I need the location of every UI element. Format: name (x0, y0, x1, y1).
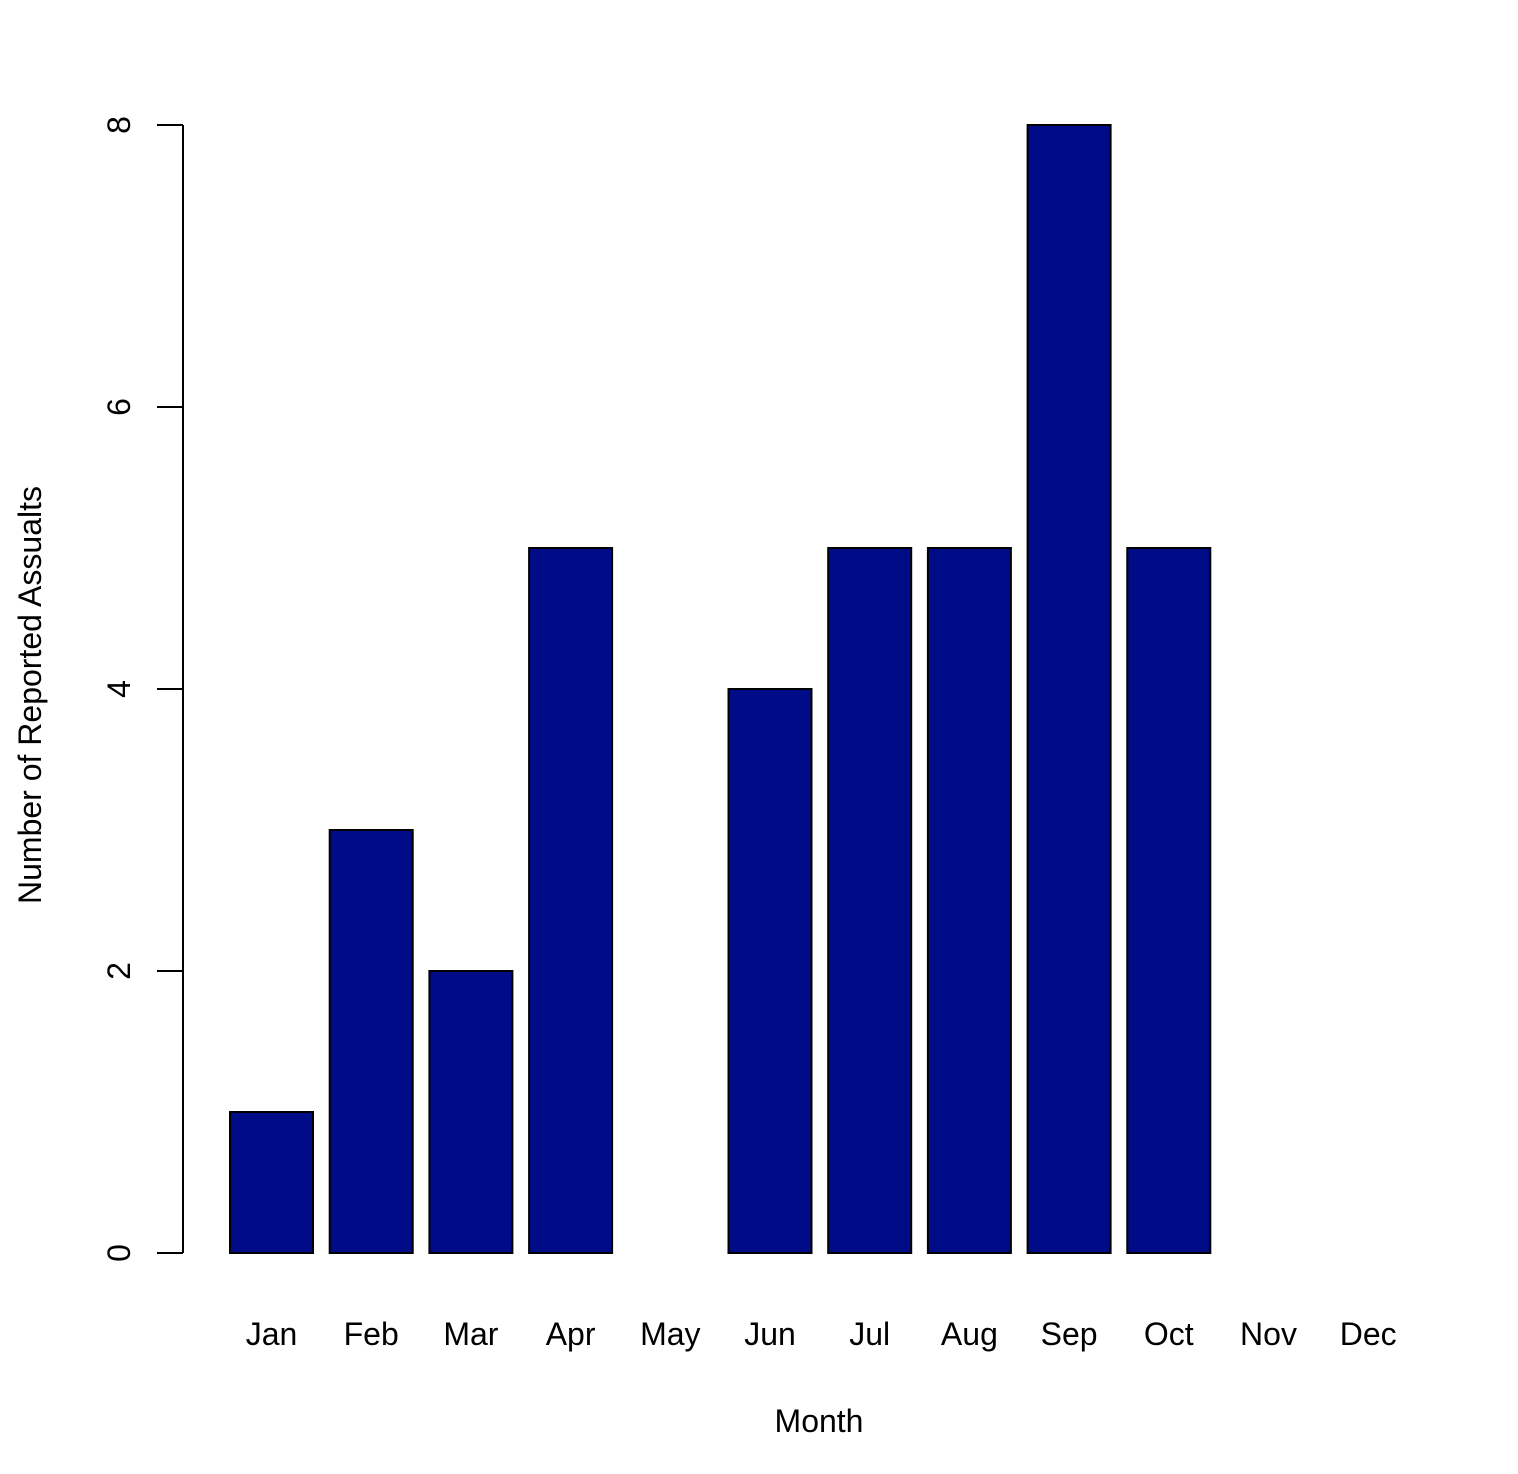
y-tick-label-8: 8 (101, 116, 137, 134)
y-axis-label: Number of Reported Assualts (12, 486, 48, 904)
x-tick-label-sep: Sep (1041, 1316, 1098, 1352)
x-tick-label-jan: Jan (246, 1316, 298, 1352)
x-tick-label-mar: Mar (443, 1316, 498, 1352)
bar-oct (1126, 547, 1212, 1254)
x-tick-label-oct: Oct (1144, 1316, 1194, 1352)
x-tick-label-may: May (640, 1316, 700, 1352)
x-axis-label: Month (775, 1403, 864, 1439)
x-tick-label-apr: Apr (546, 1316, 596, 1352)
bar-feb (328, 829, 414, 1254)
bar-jun (727, 688, 813, 1254)
bar-apr (528, 547, 614, 1254)
y-tick-label-4: 4 (101, 680, 137, 698)
x-tick-label-aug: Aug (941, 1316, 998, 1352)
y-tick-label-0: 0 (101, 1244, 137, 1262)
bar-jan (229, 1111, 314, 1254)
x-tick-label-dec: Dec (1340, 1316, 1397, 1352)
y-tick-label-2: 2 (101, 962, 137, 980)
x-tick-label-jul: Jul (849, 1316, 890, 1352)
bar-jul (827, 547, 913, 1254)
x-tick-label-jun: Jun (744, 1316, 796, 1352)
bar-mar (428, 970, 514, 1254)
y-tick-label-6: 6 (101, 398, 137, 416)
bars-group (229, 124, 1212, 1254)
x-tick-label-feb: Feb (344, 1316, 399, 1352)
x-tick-label-nov: Nov (1240, 1316, 1297, 1352)
y-axis: 0 2 4 6 8 (101, 116, 184, 1262)
bar-aug (926, 547, 1012, 1254)
x-tick-labels: Jan Feb Mar Apr May Jun Jul Aug Sep Oct Nov Dec (246, 1316, 1397, 1352)
bar-sep (1026, 124, 1112, 1254)
